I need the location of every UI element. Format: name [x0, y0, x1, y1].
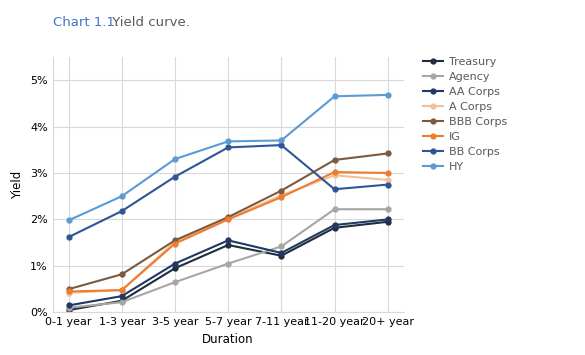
Line: Treasury: Treasury	[66, 219, 390, 312]
Treasury	[331, 226, 338, 230]
X-axis label: Duration: Duration	[202, 333, 254, 346]
BBB Corps	[171, 238, 178, 242]
AA Corps	[331, 223, 338, 227]
BB Corps	[384, 182, 391, 187]
Treasury	[171, 266, 178, 271]
Agency	[171, 280, 178, 284]
Agency	[65, 306, 72, 310]
IG	[225, 217, 232, 222]
Line: BBB Corps: BBB Corps	[66, 151, 390, 291]
Line: A Corps: A Corps	[66, 173, 390, 295]
BB Corps	[225, 145, 232, 149]
Treasury	[118, 299, 125, 303]
HY	[225, 139, 232, 143]
A Corps	[331, 173, 338, 178]
BBB Corps	[118, 272, 125, 277]
BB Corps	[171, 175, 178, 179]
BBB Corps	[331, 158, 338, 162]
HY	[118, 194, 125, 198]
BB Corps	[331, 187, 338, 191]
BBB Corps	[384, 151, 391, 155]
A Corps	[171, 240, 178, 244]
Agency	[384, 207, 391, 211]
AA Corps	[278, 251, 285, 255]
Y-axis label: Yield: Yield	[12, 170, 25, 199]
A Corps	[278, 193, 285, 197]
Line: IG: IG	[66, 170, 390, 294]
Treasury	[384, 220, 391, 224]
IG	[118, 288, 125, 292]
Agency	[118, 300, 125, 304]
HY	[171, 157, 178, 161]
A Corps	[65, 291, 72, 295]
Line: AA Corps: AA Corps	[66, 217, 390, 308]
HY	[384, 93, 391, 97]
Legend: Treasury, Agency, AA Corps, A Corps, BBB Corps, IG, BB Corps, HY: Treasury, Agency, AA Corps, A Corps, BBB…	[423, 57, 507, 172]
Treasury	[278, 253, 285, 258]
Text: Chart 1.1.: Chart 1.1.	[53, 16, 119, 29]
IG	[171, 241, 178, 246]
AA Corps	[118, 294, 125, 298]
AA Corps	[171, 262, 178, 266]
A Corps	[118, 288, 125, 292]
IG	[384, 171, 391, 175]
Line: Agency: Agency	[66, 207, 390, 310]
Text: Yield curve.: Yield curve.	[108, 16, 190, 29]
Line: HY: HY	[66, 92, 390, 223]
A Corps	[225, 217, 232, 221]
IG	[65, 289, 72, 294]
IG	[278, 195, 285, 199]
HY	[278, 138, 285, 143]
Treasury	[65, 308, 72, 312]
AA Corps	[384, 217, 391, 222]
Agency	[225, 262, 232, 266]
BBB Corps	[278, 189, 285, 193]
A Corps	[384, 178, 391, 182]
Line: BB Corps: BB Corps	[66, 143, 390, 240]
HY	[65, 218, 72, 223]
AA Corps	[65, 303, 72, 307]
AA Corps	[225, 238, 232, 242]
BBB Corps	[225, 215, 232, 219]
IG	[331, 170, 338, 174]
Treasury	[225, 243, 232, 247]
BB Corps	[118, 209, 125, 213]
HY	[331, 94, 338, 98]
Agency	[331, 207, 338, 211]
BB Corps	[65, 235, 72, 239]
BB Corps	[278, 143, 285, 147]
Agency	[278, 244, 285, 248]
BBB Corps	[65, 287, 72, 291]
